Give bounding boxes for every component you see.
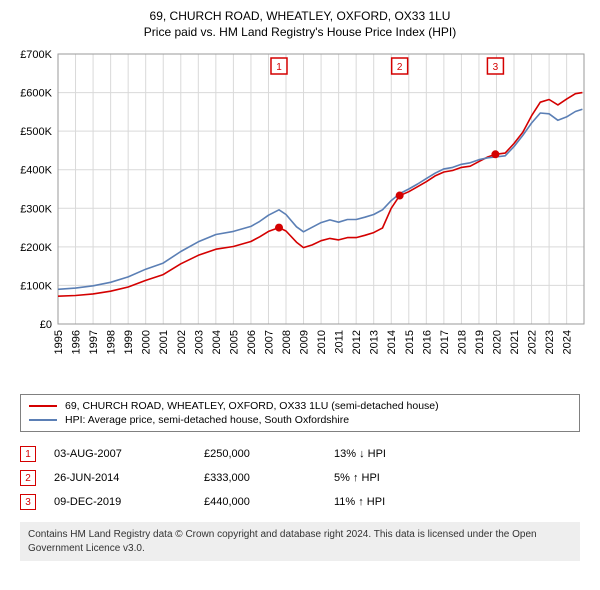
svg-text:2013: 2013 — [369, 330, 381, 354]
sale-marker-1: 1 — [20, 446, 36, 462]
svg-text:2000: 2000 — [141, 330, 153, 354]
svg-text:2005: 2005 — [228, 330, 240, 354]
sale-marker-3: 3 — [20, 494, 36, 510]
svg-text:2022: 2022 — [527, 330, 539, 354]
sale-delta: 13% ↓ HPI — [334, 448, 454, 460]
svg-text:£700K: £700K — [20, 49, 52, 61]
svg-text:2008: 2008 — [281, 330, 293, 354]
svg-text:1999: 1999 — [123, 330, 135, 354]
svg-text:2016: 2016 — [421, 330, 433, 354]
title-line-1: 69, CHURCH ROAD, WHEATLEY, OXFORD, OX33 … — [10, 8, 590, 24]
chart-container: 69, CHURCH ROAD, WHEATLEY, OXFORD, OX33 … — [0, 0, 600, 571]
sale-price: £333,000 — [204, 472, 334, 484]
footer-note: Contains HM Land Registry data © Crown c… — [20, 522, 580, 561]
svg-text:£400K: £400K — [20, 165, 52, 177]
svg-text:2017: 2017 — [439, 330, 451, 354]
sale-row: 3 09-DEC-2019 £440,000 11% ↑ HPI — [20, 490, 580, 514]
svg-text:2: 2 — [397, 62, 403, 73]
svg-text:3: 3 — [493, 62, 499, 73]
svg-text:2009: 2009 — [299, 330, 311, 354]
chart-svg: £0 £100K £200K £300K £400K £500K £600K £700K 199… — [10, 46, 590, 386]
svg-text:£300K: £300K — [20, 204, 52, 216]
sale-marker-2: 2 — [20, 470, 36, 486]
svg-text:2023: 2023 — [544, 330, 556, 354]
svg-text:1996: 1996 — [71, 330, 83, 354]
svg-text:2014: 2014 — [386, 330, 398, 354]
svg-text:2021: 2021 — [509, 330, 521, 354]
sale-row: 1 03-AUG-2007 £250,000 13% ↓ HPI — [20, 442, 580, 466]
svg-text:2024: 2024 — [562, 330, 574, 354]
svg-text:2001: 2001 — [158, 330, 170, 354]
sale-price: £250,000 — [204, 448, 334, 460]
legend-label: HPI: Average price, semi-detached house,… — [65, 414, 349, 426]
svg-text:1997: 1997 — [88, 330, 100, 354]
sales-table: 1 03-AUG-2007 £250,000 13% ↓ HPI 2 26-JU… — [20, 442, 580, 514]
svg-text:2007: 2007 — [263, 330, 275, 354]
svg-text:1998: 1998 — [106, 330, 118, 354]
legend-label: 69, CHURCH ROAD, WHEATLEY, OXFORD, OX33 … — [65, 400, 439, 412]
legend: 69, CHURCH ROAD, WHEATLEY, OXFORD, OX33 … — [20, 394, 580, 432]
svg-text:2012: 2012 — [351, 330, 363, 354]
svg-text:1: 1 — [276, 62, 282, 73]
svg-text:2015: 2015 — [404, 330, 416, 354]
sale-date: 09-DEC-2019 — [54, 496, 204, 508]
title-line-2: Price paid vs. HM Land Registry's House … — [10, 24, 590, 40]
svg-text:2010: 2010 — [316, 330, 328, 354]
svg-text:2002: 2002 — [176, 330, 188, 354]
svg-text:2020: 2020 — [491, 330, 503, 354]
svg-text:2004: 2004 — [211, 330, 223, 354]
svg-text:2018: 2018 — [456, 330, 468, 354]
legend-item-hpi: HPI: Average price, semi-detached house,… — [29, 413, 571, 427]
legend-swatch — [29, 405, 57, 407]
sale-date: 26-JUN-2014 — [54, 472, 204, 484]
svg-text:2019: 2019 — [474, 330, 486, 354]
svg-text:£200K: £200K — [20, 242, 52, 254]
svg-text:£500K: £500K — [20, 127, 52, 139]
sale-price: £440,000 — [204, 496, 334, 508]
svg-text:£0: £0 — [40, 319, 52, 331]
svg-text:£600K: £600K — [20, 88, 52, 100]
svg-text:£100K: £100K — [20, 281, 52, 293]
svg-text:2006: 2006 — [246, 330, 258, 354]
svg-text:2011: 2011 — [334, 330, 346, 354]
sale-date: 03-AUG-2007 — [54, 448, 204, 460]
sale-delta: 11% ↑ HPI — [334, 496, 454, 508]
svg-text:1995: 1995 — [53, 330, 65, 354]
legend-swatch — [29, 419, 57, 421]
legend-item-property: 69, CHURCH ROAD, WHEATLEY, OXFORD, OX33 … — [29, 399, 571, 413]
title-block: 69, CHURCH ROAD, WHEATLEY, OXFORD, OX33 … — [10, 8, 590, 40]
svg-text:2003: 2003 — [193, 330, 205, 354]
sale-delta: 5% ↑ HPI — [334, 472, 454, 484]
price-chart: £0 £100K £200K £300K £400K £500K £600K £700K 199… — [10, 46, 590, 386]
sale-row: 2 26-JUN-2014 £333,000 5% ↑ HPI — [20, 466, 580, 490]
